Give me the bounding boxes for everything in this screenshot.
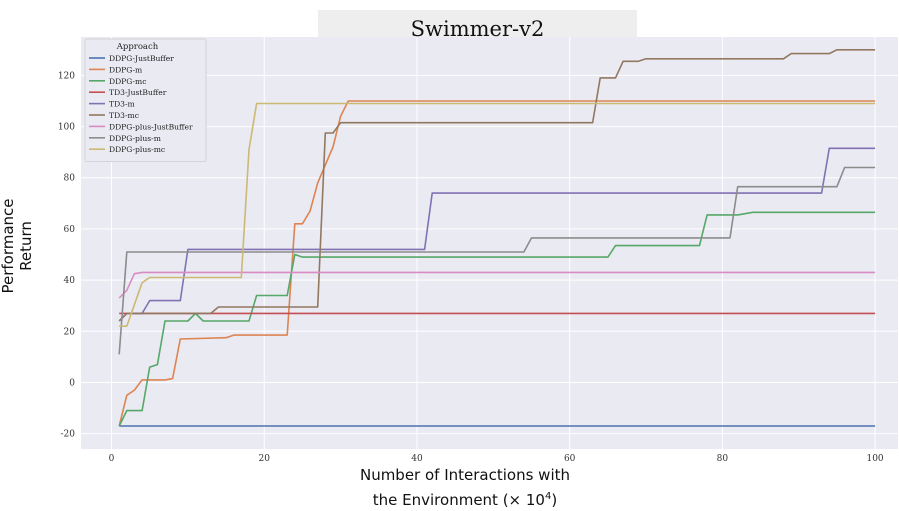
series-line-td3-mc [118, 48, 876, 322]
y-tick-label: 40 [64, 276, 76, 286]
legend-entry: DDPG-plus-mc [109, 145, 165, 154]
series-line-ddpg-m [118, 100, 876, 427]
legend-box [84, 38, 207, 162]
legend-entry: DDPG-plus-JustBuffer [109, 122, 193, 131]
y-axis-label: Performance Return [0, 198, 35, 294]
legend-title: Approach [116, 42, 159, 52]
series-line-ddpg-mc [118, 211, 876, 427]
x-tick-label: 40 [411, 454, 423, 464]
legend-entry: DDPG-JustBuffer [109, 54, 174, 63]
x-tick-label: 20 [259, 454, 271, 464]
chart-title-text: Swimmer-v2 [410, 16, 545, 41]
series-line-ddpg-plus-m [118, 166, 876, 355]
legend: Approach DDPG-JustBuffer DDPG-m DDPG-mc TD3-… [84, 38, 207, 162]
legend-entry: TD3-JustBuffer [109, 88, 167, 97]
y-tick-label: 120 [58, 71, 75, 81]
y-tick-label: 100 [58, 123, 75, 133]
y-tick-label: 20 [64, 327, 76, 337]
legend-entry: DDPG-mc [109, 77, 147, 86]
plot-background [81, 37, 898, 449]
x-axis-label-line2: the Environment (× 104) [300, 486, 630, 511]
y-tick-label: 80 [64, 174, 76, 184]
ticks-layer: 0 20 40 60 80 100 -20 0 20 40 60 80 100 120 [58, 71, 884, 464]
y-tick-label: -20 [61, 430, 76, 440]
legend-entry: DDPG-plus-m [109, 134, 161, 143]
x-tick-label: 80 [717, 454, 729, 464]
series-layer [118, 48, 876, 427]
y-tick-label: 60 [64, 225, 76, 235]
legend-entry: DDPG-m [109, 65, 142, 74]
x-tick-label: 100 [866, 454, 883, 464]
legend-entry: TD3-mc [109, 111, 139, 120]
y-tick-label: 0 [69, 378, 75, 388]
grid-layer [81, 37, 898, 449]
legend-entry: TD3-m [109, 100, 135, 109]
x-axis-label-close: ) [551, 491, 558, 509]
x-axis-label-line1: Number of Interactions with [359, 466, 571, 484]
x-axis-label-exponent: 4 [544, 491, 552, 502]
series-line-ddpg-plus-mc [119, 102, 876, 328]
x-tick-label: 60 [564, 454, 576, 464]
x-tick-label: 0 [109, 454, 115, 464]
x-axis-label: Number of Interactions with the Environm… [300, 464, 630, 511]
x-axis-label-line2-text: the Environment (× 10 [372, 491, 545, 509]
